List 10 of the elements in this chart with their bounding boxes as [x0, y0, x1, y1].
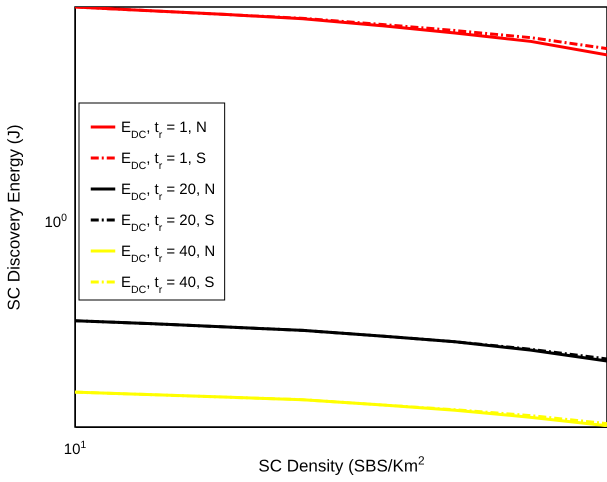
text: 10$^{0}$	[44, 212, 68, 231]
y-axis-title: SC Discovery Energy (J)	[4, 124, 24, 311]
legend-label: E$_{DC}$, t$_{r}$ = 1, S	[121, 150, 206, 172]
legend-label: E$_{DC}$, t$_{r}$ = 20, N	[121, 181, 216, 203]
legend-label: E$_{DC}$, t$_{r}$ = 20, S	[121, 212, 214, 234]
legend-label: E$_{DC}$, t$_{r}$ = 40, N	[121, 243, 216, 265]
legend-label: E$_{DC}$, t$_{r}$ = 1, N	[121, 119, 207, 141]
text: 10$^{1}$	[64, 439, 86, 458]
legend-label: E$_{DC}$, t$_{r}$ = 40, S	[121, 274, 214, 296]
x-axis-title: SC Density (SBS/Km$^{2}$	[258, 454, 426, 476]
